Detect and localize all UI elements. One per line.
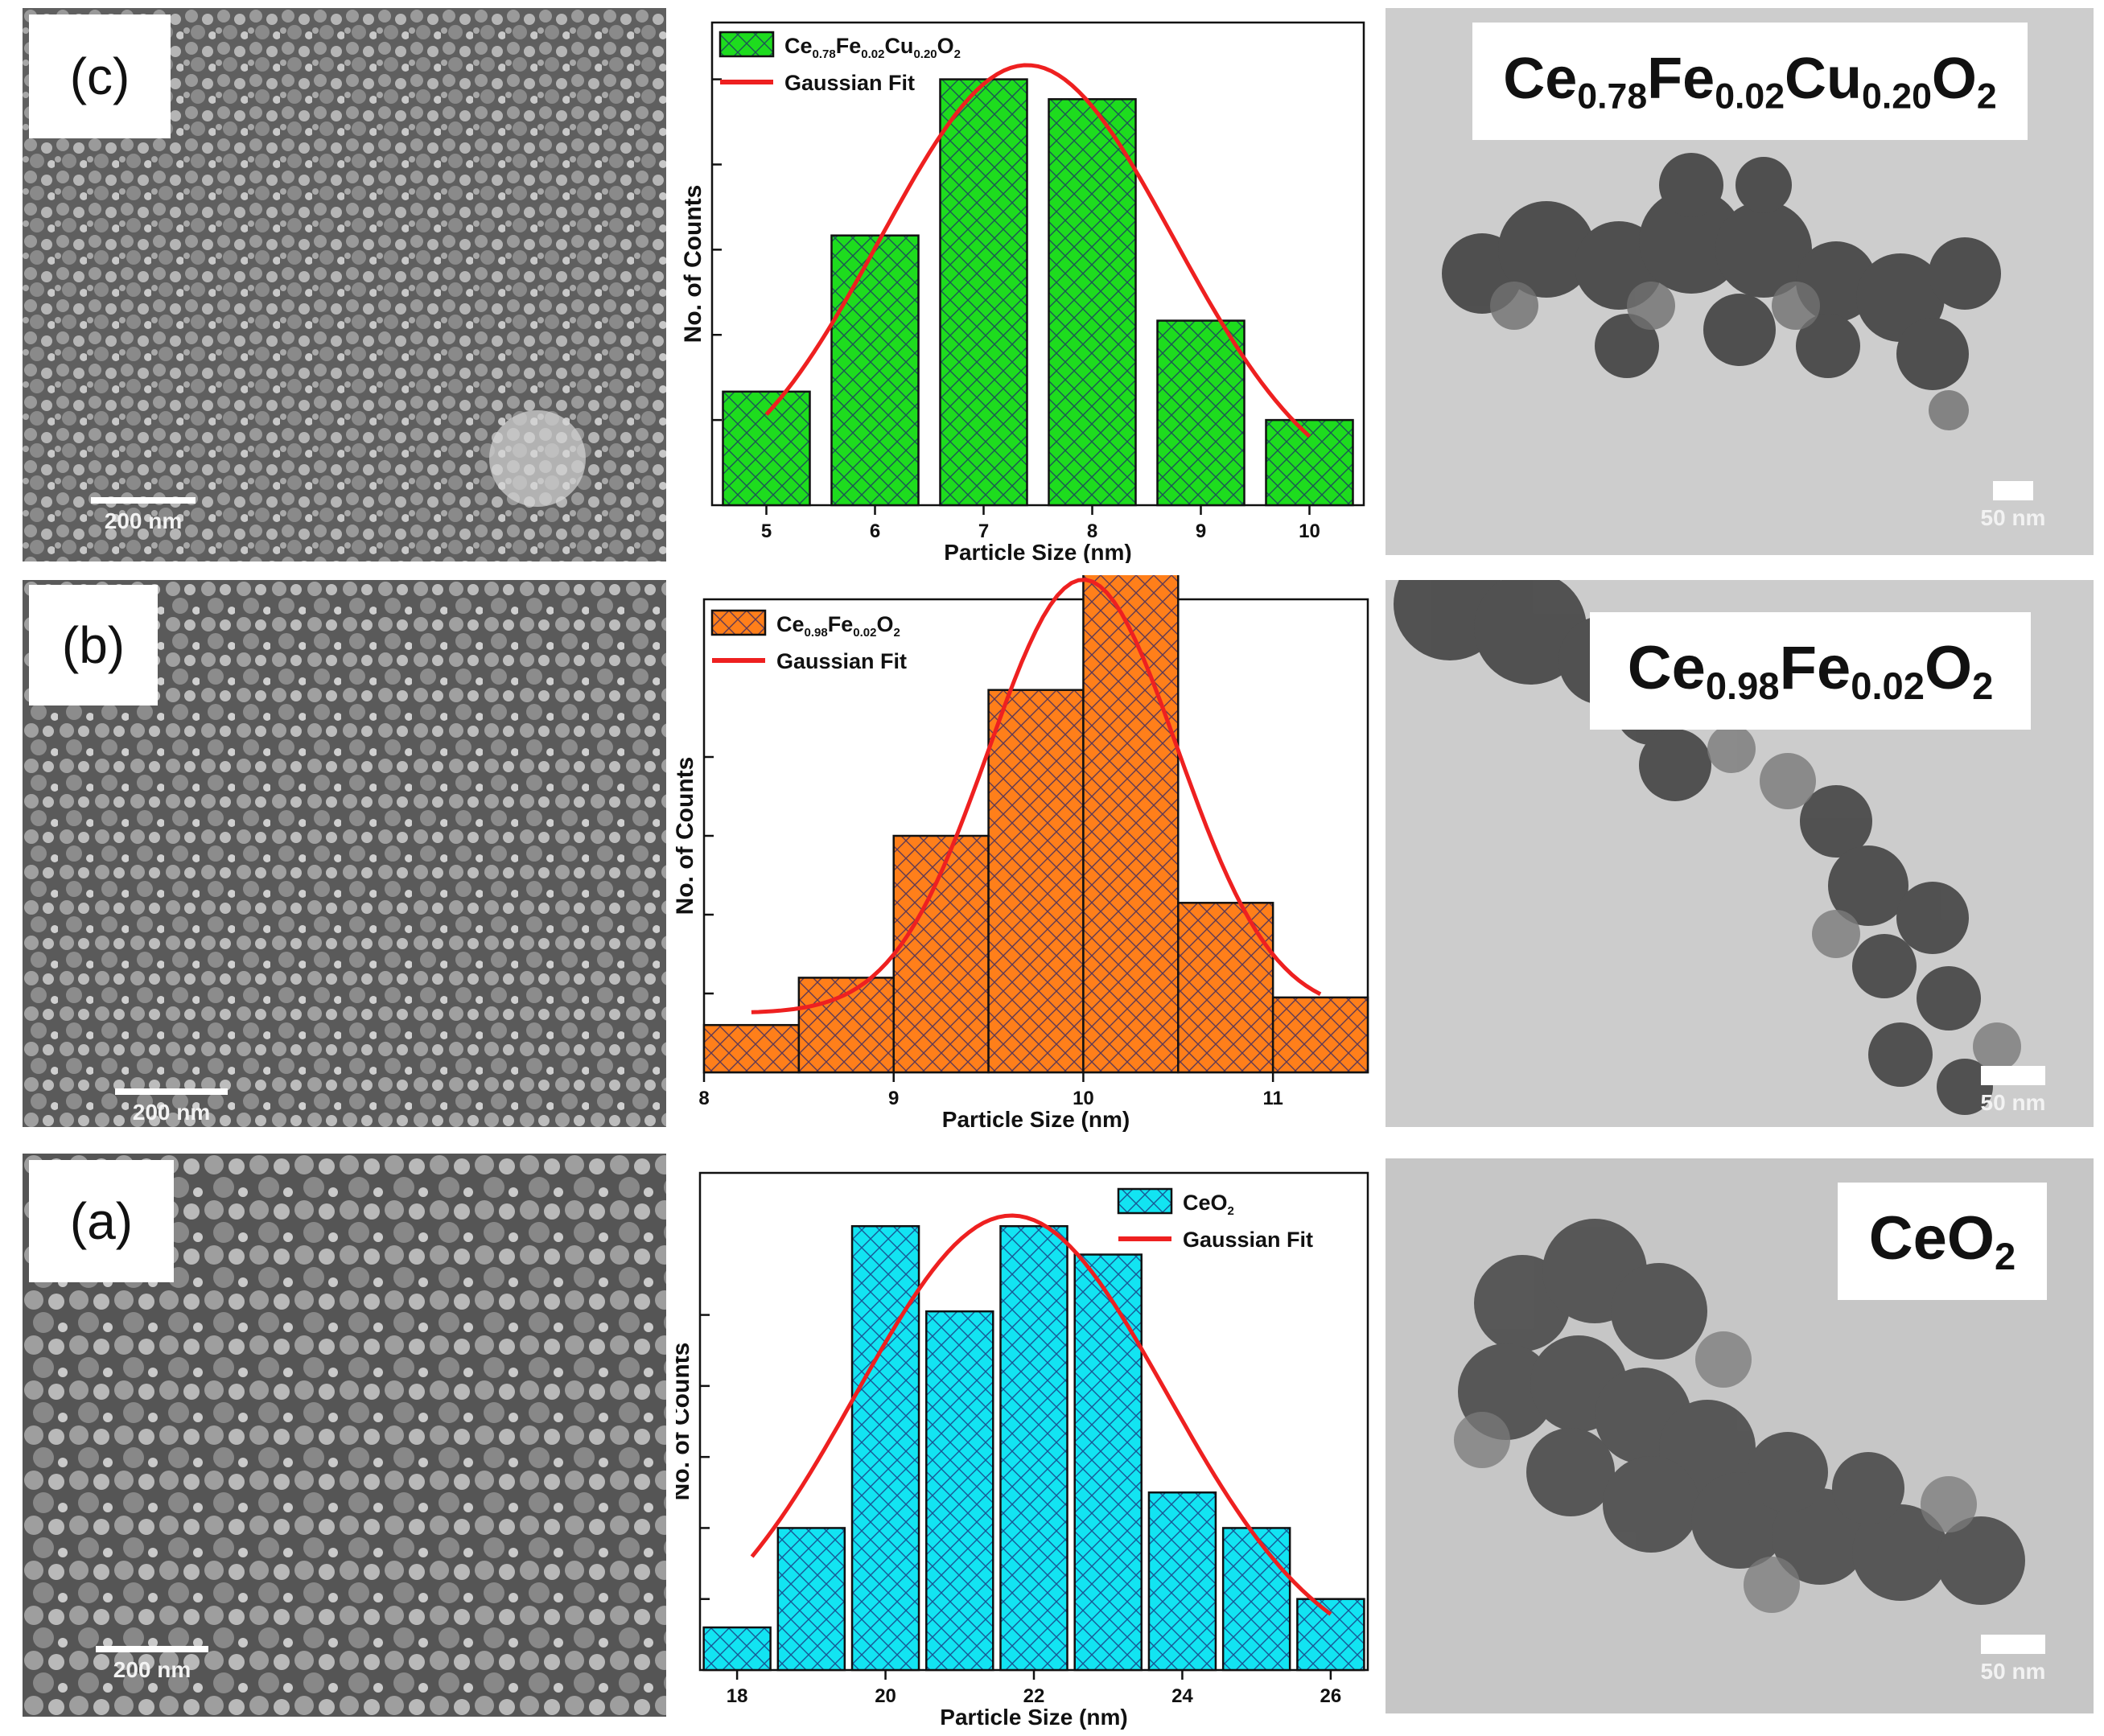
sem-image-c: (c) 200 nm [23, 8, 666, 562]
legend-swatch [710, 609, 767, 636]
histogram-bar [1082, 575, 1180, 1074]
x-tick-label: 26 [1320, 1685, 1342, 1707]
panel-label-a: (a) [29, 1160, 174, 1282]
gaussian-fit-line [751, 578, 1322, 1014]
tem-scale-bar-c: 50 nm [1965, 481, 2061, 531]
tem-scale-bar-a: 50 nm [1965, 1635, 2061, 1685]
sem-scale-label-b: 200 nm [132, 1100, 211, 1125]
formula-text-b: Ce0.98Fe0.02O2 [1627, 634, 1994, 708]
plot-frame [710, 21, 1365, 507]
histogram-bar [850, 1224, 920, 1672]
histogram-bar [999, 1224, 1068, 1672]
tem-scale-label-a: 50 nm [1980, 1659, 2046, 1684]
histogram-bar [1271, 996, 1369, 1074]
sem-image-a: (a) 200 nm [23, 1154, 666, 1717]
x-tick-label: 8 [698, 1088, 709, 1109]
x-tick-label: 8 [1087, 520, 1097, 542]
panel-label-b: (b) [29, 585, 158, 706]
formula-text-a: CeO2 [1868, 1204, 2016, 1278]
histogram-bar [1265, 418, 1354, 507]
x-tick-label: 9 [1196, 520, 1206, 542]
x-axis-label: Particle Size (nm) [944, 540, 1131, 563]
x-axis-label: Particle Size (nm) [940, 1705, 1127, 1730]
histogram-bar [702, 1626, 772, 1672]
histogram-bar [1177, 902, 1274, 1074]
row-c: (c) 200 nm 5 6 7 8 9 10 Particle Size (nm) No. … [0, 0, 2104, 563]
gaussian-fit-line [764, 63, 1311, 438]
histogram-bar [1048, 98, 1137, 507]
tem-formula-a: CeO2 [1838, 1183, 2047, 1300]
legend-series-label: Ce0.98Fe0.02O2 [776, 612, 900, 640]
legend-series-label: Ce0.78Fe0.02Cu0.20O2 [784, 34, 961, 61]
histogram-bar [1296, 1598, 1365, 1672]
tem-scale-label-c: 50 nm [1980, 505, 2046, 530]
row-b: (b) 200 nm 8 9 10 11 Particle Size (nm) No. o… [0, 575, 2104, 1138]
panel-label-c: (c) [29, 14, 171, 138]
histogram-bar [830, 234, 920, 507]
sem-scale-label-a: 200 nm [113, 1657, 191, 1682]
x-tick-label: 7 [978, 520, 989, 542]
histogram-bar [1147, 1491, 1217, 1672]
x-tick-label: 11 [1262, 1088, 1283, 1109]
histogram-bar [1221, 1527, 1291, 1672]
tem-image-a: CeO2 50 nm [1386, 1158, 2094, 1713]
y-axis-label: No. of Counts [676, 1343, 694, 1501]
row-a: (a) 200 nm 18 20 22 24 26 Particle Size (nm) N… [0, 1150, 2104, 1730]
legend-series-label: CeO2 [1183, 1191, 1234, 1218]
tem-formula-b: Ce0.98Fe0.02O2 [1590, 612, 2031, 730]
histogram-bar [1156, 319, 1246, 507]
x-tick-label: 10 [1073, 1088, 1094, 1109]
histogram-bar [939, 78, 1028, 507]
y-axis-label: No. of Counts [676, 757, 698, 915]
histogram-chart-a: 18 20 22 24 26 Particle Size (nm) No. of Count… [676, 1171, 1369, 1730]
histogram-chart-b: 8 9 10 11 Particle Size (nm) No. of Counts Ce0… [676, 575, 1369, 1132]
x-tick-label: 10 [1299, 520, 1320, 542]
tem-image-b: Ce0.98Fe0.02O2 50 nm [1386, 580, 2094, 1127]
x-tick-label: 24 [1171, 1685, 1193, 1707]
legend-swatch [1117, 1187, 1173, 1215]
sem-scale-label-c: 200 nm [104, 508, 183, 533]
histogram-bar [702, 1023, 801, 1074]
legend-fit-label: Gaussian Fit [784, 71, 915, 95]
legend-swatch [718, 31, 775, 58]
x-tick-label: 18 [727, 1685, 748, 1707]
y-axis-label: No. of Counts [680, 185, 706, 343]
histogram-bar [987, 689, 1085, 1074]
histogram-bar [722, 390, 811, 507]
tem-formula-c: Ce0.78Fe0.02Cu0.20O2 [1472, 23, 2028, 140]
histogram-bar [925, 1310, 994, 1672]
x-tick-label: 5 [761, 520, 772, 542]
x-tick-label: 9 [888, 1088, 899, 1109]
legend-fit-label: Gaussian Fit [1183, 1228, 1313, 1252]
histogram-bar [1073, 1253, 1143, 1672]
histogram-bar [776, 1527, 846, 1672]
sem-scale-bar-a: 200 nm [92, 1646, 212, 1683]
x-tick-label: 22 [1023, 1685, 1045, 1707]
gaussian-fit-line [750, 1213, 1332, 1616]
sem-scale-bar-b: 200 nm [111, 1088, 232, 1125]
sem-scale-bar-c: 200 nm [87, 497, 200, 534]
x-tick-label: 6 [870, 520, 880, 542]
tem-scale-bar-b: 50 nm [1965, 1066, 2061, 1116]
legend-fit-label: Gaussian Fit [776, 649, 907, 673]
x-axis-label: Particle Size (nm) [942, 1107, 1130, 1132]
histogram-chart-c: 5 6 7 8 9 10 Particle Size (nm) No. of Counts Ce… [680, 21, 1365, 563]
tem-image-c: Ce0.78Fe0.02Cu0.20O2 50 nm [1386, 8, 2094, 555]
formula-text-c: Ce0.78Fe0.02Cu0.20O2 [1503, 46, 1997, 117]
sem-image-b: (b) 200 nm [23, 580, 666, 1127]
x-tick-label: 20 [875, 1685, 896, 1707]
tem-scale-label-b: 50 nm [1980, 1090, 2046, 1115]
